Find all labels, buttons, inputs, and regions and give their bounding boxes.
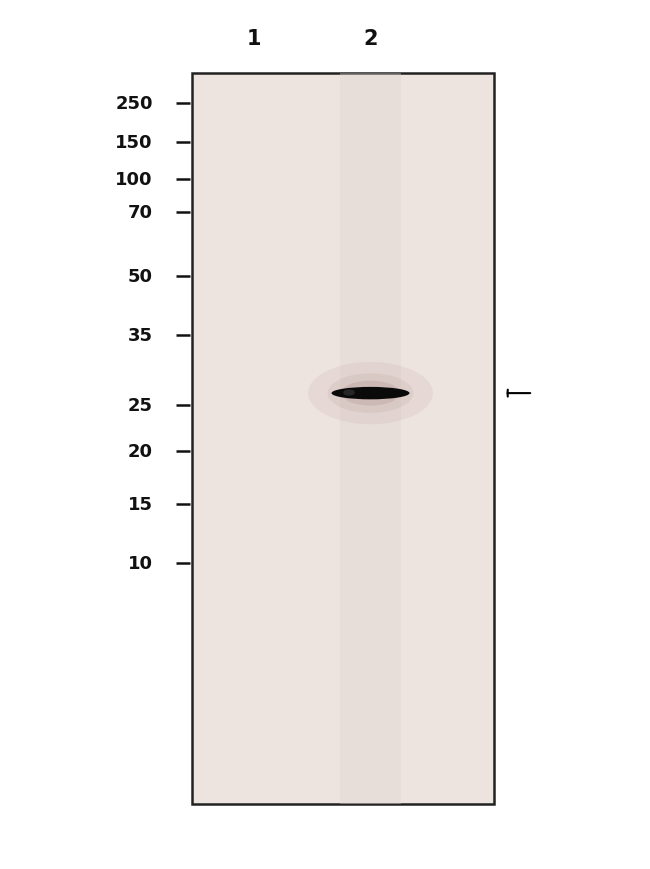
Text: 25: 25 bbox=[128, 397, 153, 415]
Ellipse shape bbox=[328, 374, 413, 414]
Ellipse shape bbox=[308, 362, 433, 425]
Text: 1: 1 bbox=[246, 30, 261, 49]
Bar bbox=[192, 74, 494, 804]
Bar bbox=[339, 74, 402, 804]
Text: 250: 250 bbox=[115, 96, 153, 113]
Text: 2: 2 bbox=[363, 30, 378, 49]
Ellipse shape bbox=[341, 381, 400, 406]
Text: 150: 150 bbox=[115, 134, 153, 151]
Text: 100: 100 bbox=[115, 171, 153, 189]
Text: 20: 20 bbox=[128, 443, 153, 461]
Ellipse shape bbox=[332, 388, 410, 400]
Text: 35: 35 bbox=[128, 327, 153, 344]
Text: 70: 70 bbox=[128, 204, 153, 222]
Text: 10: 10 bbox=[128, 554, 153, 572]
Text: 15: 15 bbox=[128, 495, 153, 513]
Text: 50: 50 bbox=[128, 268, 153, 285]
Ellipse shape bbox=[343, 390, 355, 396]
